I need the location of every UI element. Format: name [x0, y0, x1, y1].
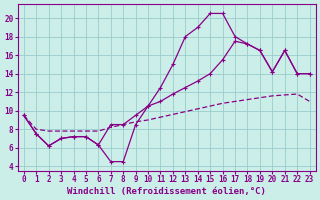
X-axis label: Windchill (Refroidissement éolien,°C): Windchill (Refroidissement éolien,°C)	[67, 187, 266, 196]
